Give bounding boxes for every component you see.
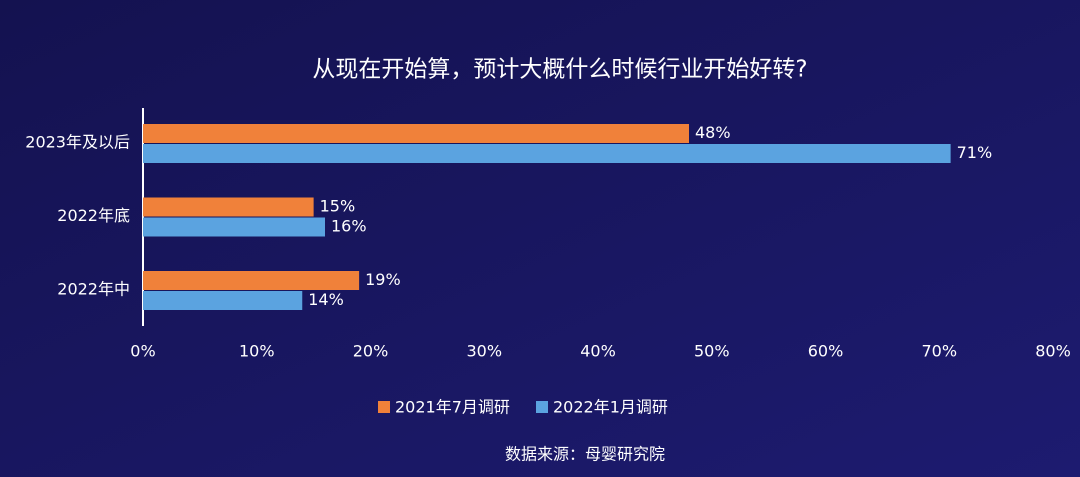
source-note: 数据来源：母婴研究院: [505, 445, 665, 464]
value-label: 71%: [957, 143, 993, 162]
x-tick-label: 20%: [353, 342, 389, 361]
chart-title: 从现在开始算，预计大概什么时候行业开始好转?: [312, 57, 807, 83]
legend-swatch: [536, 401, 548, 413]
x-tick-label: 60%: [808, 342, 844, 361]
bar: [143, 144, 951, 163]
x-tick-label: 10%: [239, 342, 275, 361]
bar: [143, 217, 325, 237]
value-label: 48%: [695, 123, 731, 142]
legend-swatch: [378, 401, 390, 413]
x-tick-label: 0%: [130, 342, 155, 361]
legend-label: 2021年7月调研: [395, 398, 510, 417]
x-tick-label: 80%: [1035, 342, 1071, 361]
x-tick-label: 40%: [580, 342, 616, 361]
value-label: 16%: [331, 217, 367, 236]
x-tick-label: 50%: [694, 342, 730, 361]
y-tick-label: 2023年及以后: [25, 133, 130, 152]
value-label: 15%: [320, 197, 356, 216]
y-tick-label: 2022年中: [57, 280, 130, 299]
y-tick-label: 2022年底: [57, 206, 130, 225]
bar: [143, 124, 689, 143]
bar: [143, 197, 314, 217]
bar: [143, 271, 360, 290]
legend-label: 2022年1月调研: [553, 398, 668, 417]
value-label: 14%: [308, 290, 344, 309]
bar: [143, 291, 303, 310]
x-tick-label: 30%: [466, 342, 502, 361]
value-label: 19%: [365, 270, 401, 289]
x-tick-label: 70%: [921, 342, 957, 361]
